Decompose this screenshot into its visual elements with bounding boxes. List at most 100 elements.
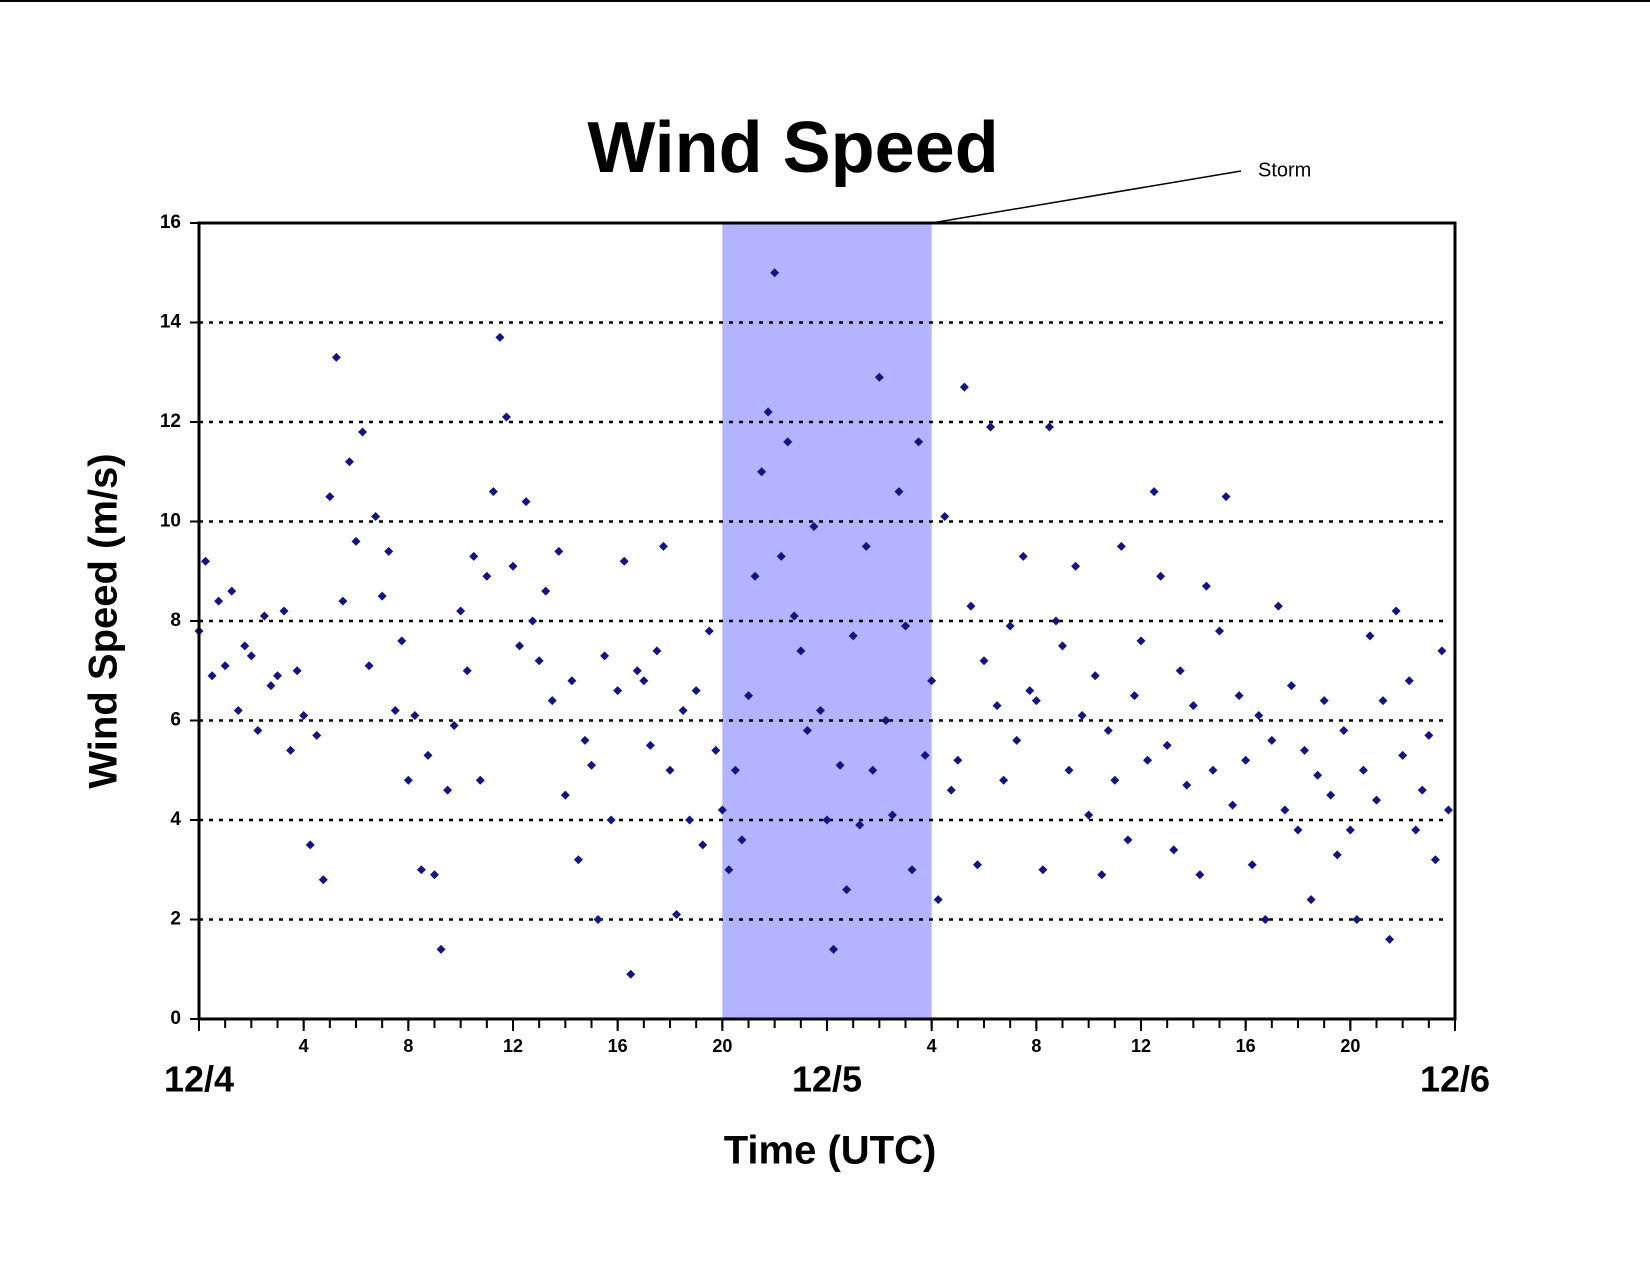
data-point [1084, 810, 1094, 820]
data-point [338, 596, 348, 606]
data-point [1090, 671, 1100, 681]
data-point [521, 497, 531, 507]
data-point [1044, 422, 1054, 432]
y-tick-label: 14 [160, 312, 182, 333]
y-tick-label: 0 [170, 1008, 181, 1029]
data-point [390, 706, 400, 716]
date-tick-label: 12/5 [792, 1059, 862, 1100]
data-point [1182, 780, 1192, 790]
storm-band [722, 223, 932, 1019]
y-tick-label: 2 [170, 909, 181, 930]
data-point [397, 636, 407, 646]
data-point [933, 895, 943, 905]
data-point [1424, 730, 1434, 740]
data-point [645, 740, 655, 750]
data-point [1332, 850, 1342, 860]
data-point [750, 571, 760, 581]
data-point [744, 691, 753, 701]
data-point [652, 646, 662, 656]
data-point [1273, 601, 1283, 611]
data-point [894, 487, 904, 497]
data-point [979, 656, 989, 666]
data-point [462, 666, 472, 676]
data-point [1352, 915, 1362, 924]
data-point [325, 492, 335, 502]
data-point [1319, 696, 1329, 706]
data-point [1365, 631, 1375, 641]
y-tick-label: 8 [170, 610, 181, 631]
x-tick-label: 12 [1131, 1036, 1151, 1056]
date-tick-label: 12/6 [1420, 1059, 1490, 1100]
data-point [1025, 686, 1035, 696]
data-point [410, 711, 420, 721]
data-point [331, 352, 341, 362]
data-point [1169, 845, 1179, 855]
chart-title: Wind Speed [587, 108, 998, 188]
data-point [632, 666, 642, 676]
data-point [207, 671, 217, 681]
x-tick-label: 16 [608, 1036, 628, 1056]
data-point [619, 556, 629, 566]
data-point [273, 671, 282, 681]
data-point [796, 646, 806, 656]
data-point [233, 706, 243, 716]
x-tick-label: 8 [403, 1036, 413, 1056]
x-tick-label: 20 [712, 1036, 732, 1056]
data-point [541, 586, 551, 596]
data-point [1031, 696, 1041, 706]
data-point [1064, 765, 1074, 775]
data-point [1018, 551, 1028, 561]
data-point [842, 885, 852, 895]
data-point [1123, 835, 1133, 845]
data-point [881, 716, 891, 725]
data-point [312, 730, 322, 740]
data-point [1398, 750, 1408, 760]
data-point [266, 681, 276, 691]
data-point [763, 407, 773, 417]
y-axis-label: Wind Speed (m/s) [82, 453, 126, 788]
data-point [1326, 790, 1336, 800]
data-point [443, 785, 453, 795]
data-point [1260, 915, 1270, 924]
data-point [999, 775, 1009, 785]
data-point [672, 910, 682, 920]
x-tick-label: 4 [299, 1036, 309, 1056]
data-point [1129, 691, 1139, 701]
data-point [364, 661, 374, 671]
data-point [868, 765, 878, 775]
data-point [730, 765, 740, 775]
data-point [403, 775, 413, 785]
data-point [1372, 795, 1381, 805]
data-point [416, 865, 426, 875]
data-point [1313, 770, 1323, 780]
data-point [436, 944, 446, 954]
y-tick-label: 6 [170, 710, 181, 731]
data-point [475, 775, 485, 785]
data-point [1215, 626, 1224, 636]
data-point [1012, 735, 1022, 745]
data-point [344, 457, 354, 467]
data-point [972, 860, 982, 870]
data-point [1378, 696, 1388, 706]
data-point [1175, 666, 1185, 676]
data-point [547, 696, 557, 706]
data-point [1443, 805, 1453, 815]
data-point [1097, 870, 1107, 880]
data-point [691, 686, 701, 696]
data-point [1149, 487, 1159, 497]
data-point [1293, 825, 1303, 835]
data-point [1077, 711, 1087, 721]
data-point [1247, 860, 1257, 870]
data-point [704, 626, 714, 636]
data-point [1201, 581, 1211, 591]
data-point [658, 541, 668, 551]
data-point [1286, 681, 1296, 691]
data-point [829, 944, 839, 954]
y-tick-label: 12 [160, 411, 181, 432]
data-point [1385, 934, 1395, 944]
date-tick-label: 12/4 [164, 1059, 234, 1100]
data-point [1417, 785, 1427, 795]
data-point [495, 332, 505, 342]
data-point [1404, 676, 1414, 686]
